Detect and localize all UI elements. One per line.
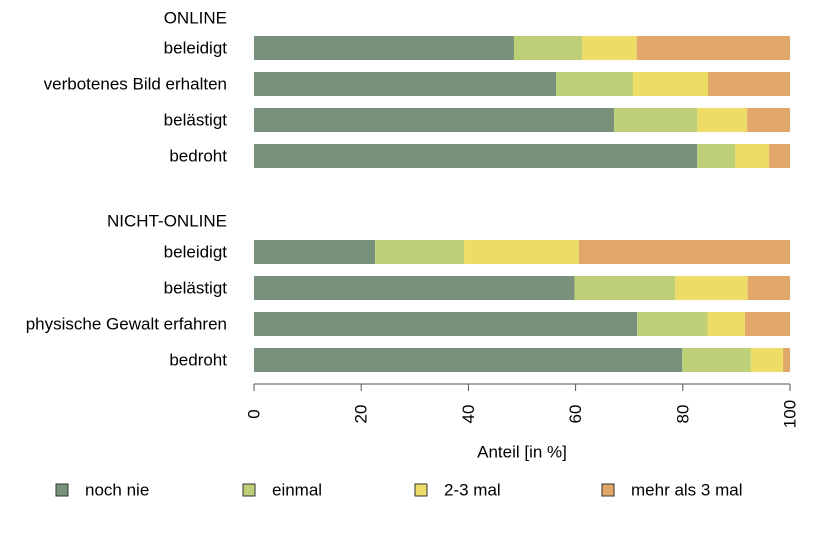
bar-segment xyxy=(632,72,708,96)
legend-swatch xyxy=(601,483,615,497)
bar-segment xyxy=(254,312,638,336)
bar-segment xyxy=(556,72,633,96)
bar-segment xyxy=(614,108,698,132)
bar-segment xyxy=(254,36,514,60)
bar-segment xyxy=(707,312,745,336)
bar-segment xyxy=(697,144,736,168)
bar-segment xyxy=(747,276,790,300)
bar-segment xyxy=(254,144,698,168)
category-label: bedroht xyxy=(169,147,227,166)
legend-swatch xyxy=(414,483,428,497)
x-tick-label: 20 xyxy=(352,405,371,424)
bar-segment xyxy=(574,276,676,300)
legend-label: noch nie xyxy=(85,481,149,500)
category-label: verbotenes Bild erhalten xyxy=(44,75,227,94)
category-label: belästigt xyxy=(164,279,228,298)
bar-segment xyxy=(783,348,790,372)
bar-segment xyxy=(637,312,708,336)
bar-segment xyxy=(464,240,579,264)
bar-segment xyxy=(769,144,790,168)
bar-segment xyxy=(744,312,790,336)
bar-segment xyxy=(254,276,575,300)
group-header-label: NICHT-ONLINE xyxy=(107,212,227,231)
bar-segment xyxy=(582,36,637,60)
bar-segment xyxy=(254,108,615,132)
group-header-label: ONLINE xyxy=(164,9,227,28)
category-label: beleidigt xyxy=(164,243,228,262)
bar-segment xyxy=(747,108,790,132)
x-tick-label: 0 xyxy=(245,409,264,418)
x-tick-label: 60 xyxy=(566,405,585,424)
legend-label: 2-3 mal xyxy=(444,481,501,500)
bar-segment xyxy=(254,72,557,96)
bar-segment xyxy=(375,240,465,264)
bar-segment xyxy=(697,108,748,132)
legend-label: mehr als 3 mal xyxy=(631,481,742,500)
category-label: beleidigt xyxy=(164,39,228,58)
bar-segment xyxy=(682,348,751,372)
x-axis-title: Anteil [in %] xyxy=(477,443,567,462)
bar-segment xyxy=(254,348,683,372)
bar-segment xyxy=(707,72,790,96)
legend-swatch xyxy=(242,483,256,497)
category-label: bedroht xyxy=(169,351,227,370)
bar-segment xyxy=(254,240,376,264)
x-tick-label: 40 xyxy=(459,405,478,424)
legend-label: einmal xyxy=(272,481,322,500)
bar-segment xyxy=(636,36,790,60)
bar-segment xyxy=(675,276,748,300)
bar-segment xyxy=(735,144,770,168)
bar-segment xyxy=(750,348,784,372)
bar-segment xyxy=(578,240,790,264)
x-tick-label: 100 xyxy=(781,400,800,428)
category-label: belästigt xyxy=(164,111,228,130)
bar-segment xyxy=(513,36,583,60)
x-tick-label: 80 xyxy=(673,405,692,424)
category-label: physische Gewalt erfahren xyxy=(26,315,227,334)
legend-swatch xyxy=(55,483,69,497)
